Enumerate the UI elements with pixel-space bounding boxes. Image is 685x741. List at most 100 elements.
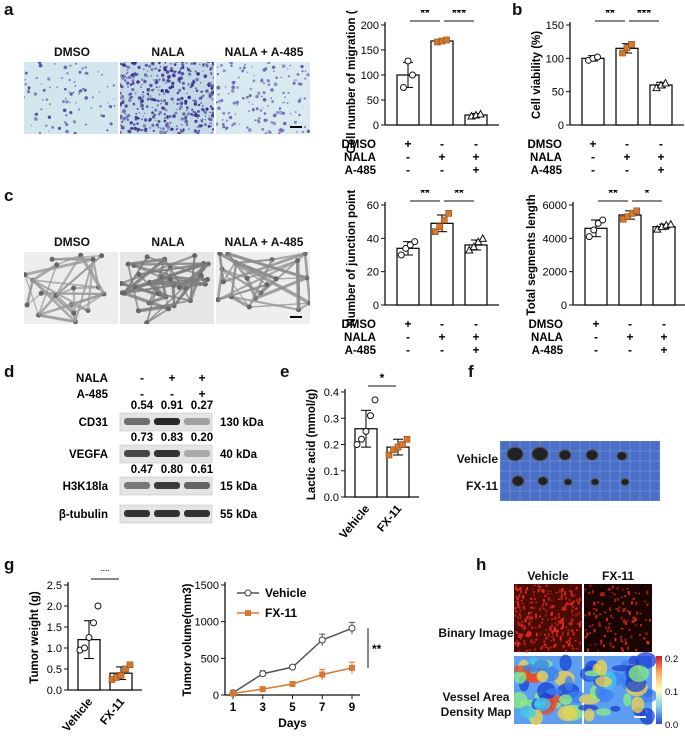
cell-dot xyxy=(184,120,187,122)
legend-label: Vehicle xyxy=(265,586,307,600)
vessel-pixel xyxy=(565,596,568,600)
tube-segment xyxy=(217,259,299,301)
cell-dot xyxy=(40,108,43,111)
y-tick-label: 1000 xyxy=(195,617,219,629)
vessel-pixel xyxy=(579,624,581,628)
vessel-pixel xyxy=(566,602,568,606)
cell-dot xyxy=(173,102,175,104)
vessel-pixel xyxy=(551,605,554,608)
cell-dot xyxy=(120,92,122,95)
vessel-pixel xyxy=(554,643,557,647)
cell-dot xyxy=(170,67,173,70)
cell-dot xyxy=(289,64,292,67)
cell-dot xyxy=(161,101,163,103)
cell-dot xyxy=(267,83,271,87)
cell-dot xyxy=(128,98,132,102)
vessel-pixel xyxy=(563,645,565,648)
vessel-pixel xyxy=(603,635,606,638)
cell-dot xyxy=(146,88,151,92)
vessel-pixel xyxy=(559,639,562,642)
density-blob xyxy=(564,676,574,691)
density-blob xyxy=(610,705,621,712)
cell-dot xyxy=(192,111,195,113)
cell-dot xyxy=(211,90,214,94)
cell-dot xyxy=(190,62,193,65)
vessel-pixel xyxy=(571,601,573,605)
y-tick-label: 0.5 xyxy=(47,664,62,676)
cell-dot xyxy=(124,79,127,82)
treatment-row-label: NALA xyxy=(344,152,376,164)
y-tick-label: 2000 xyxy=(543,267,567,279)
vessel-pixel xyxy=(523,607,526,611)
cell-dot xyxy=(133,127,135,130)
junction-node xyxy=(273,276,279,282)
vessel-pixel xyxy=(556,623,559,626)
vessel-pixel xyxy=(599,613,602,616)
cell-dot xyxy=(64,121,67,124)
vessel-pixel xyxy=(530,616,533,620)
cell-dot xyxy=(193,99,197,104)
panel-label-c: c xyxy=(4,186,14,205)
vessel-pixel xyxy=(569,638,572,640)
cell-dot xyxy=(106,85,109,88)
vessel-pixel xyxy=(614,633,617,635)
tumor-vehicle xyxy=(531,446,549,462)
a-label-nala-a485: NALA + A-485 xyxy=(224,45,304,59)
junction-node xyxy=(264,282,270,288)
y-tick-label: 500 xyxy=(201,653,219,665)
tumor-fx11 xyxy=(537,476,549,486)
cell-dot xyxy=(289,112,292,115)
cell-dot xyxy=(220,99,224,103)
cell-dot xyxy=(264,67,268,71)
cell-dot xyxy=(189,70,192,73)
cell-dot xyxy=(242,66,246,70)
cell-dot xyxy=(85,123,87,126)
cell-dot xyxy=(113,104,116,107)
vessel-pixel xyxy=(558,615,561,618)
cell-dot xyxy=(222,125,226,129)
data-point xyxy=(94,602,102,610)
vessel-pixel xyxy=(517,641,520,645)
y-tick-label: 100 xyxy=(546,53,564,65)
significance-mark: ** xyxy=(100,570,110,578)
cell-dot xyxy=(121,85,123,88)
cell-dot xyxy=(273,70,275,72)
data-point xyxy=(661,78,670,87)
cell-dot xyxy=(69,92,73,96)
cell-dot xyxy=(298,113,301,117)
junction-node xyxy=(144,254,150,260)
cell-dot xyxy=(181,66,185,69)
vessel-pixel xyxy=(578,622,581,625)
vessel-pixel xyxy=(521,602,524,604)
vessel-pixel xyxy=(575,613,578,617)
treatment-sign: - xyxy=(625,163,629,177)
vessel-pixel xyxy=(609,615,612,618)
cell-dot xyxy=(136,80,140,84)
blot-kda-label: 15 kDa xyxy=(220,481,258,493)
cell-dot xyxy=(142,91,145,94)
cell-dot xyxy=(293,79,296,81)
cell-dot xyxy=(65,123,68,126)
vessel-pixel xyxy=(574,608,577,610)
vessel-pixel xyxy=(572,614,575,616)
vessel-pixel xyxy=(633,616,636,619)
density-blob xyxy=(514,692,528,709)
cell-dot xyxy=(193,102,198,106)
vessel-pixel xyxy=(520,590,523,594)
vessel-pixel xyxy=(564,591,567,595)
tube-segment xyxy=(148,281,167,299)
binary-image xyxy=(584,584,652,652)
cell-dot xyxy=(241,97,244,100)
vessel-pixel xyxy=(523,640,526,644)
cell-dot xyxy=(142,124,146,128)
data-point xyxy=(358,435,365,443)
cell-dot xyxy=(54,63,56,65)
cell-dot xyxy=(238,123,240,125)
vessel-pixel xyxy=(517,601,520,605)
treatment-row-label: DMSO xyxy=(529,319,564,331)
blot-header-sign: + xyxy=(168,371,175,385)
vessel-pixel xyxy=(622,620,625,624)
data-point xyxy=(385,451,393,459)
y-tick-label: 150 xyxy=(361,45,379,57)
vessel-pixel xyxy=(550,599,553,602)
